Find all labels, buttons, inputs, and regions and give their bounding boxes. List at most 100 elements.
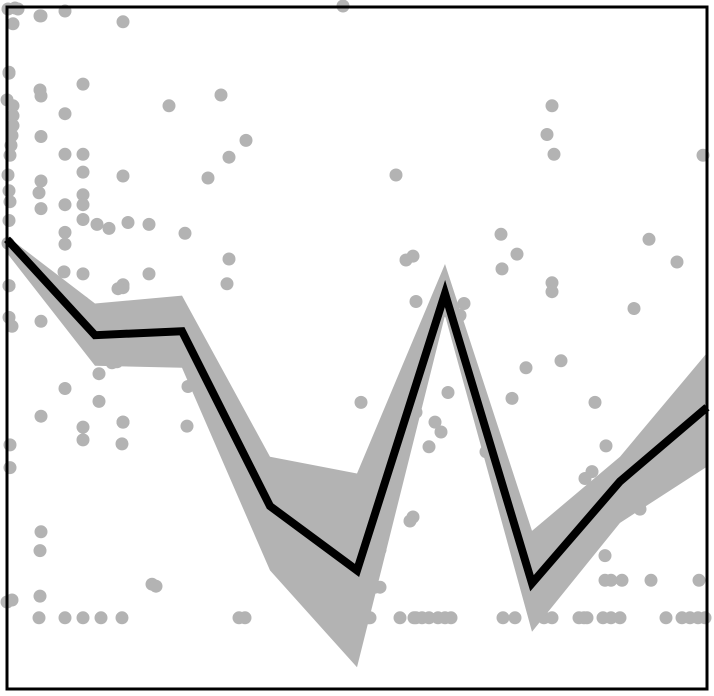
- scatter-point-59: [76, 433, 90, 447]
- scatter-point-74: [102, 221, 116, 235]
- scatter-point-56: [76, 267, 90, 281]
- scatter-point-7: [6, 99, 20, 113]
- scatter-point-53: [76, 188, 90, 202]
- confidence-band: [7, 236, 707, 668]
- scatter-point-127: [578, 472, 592, 485]
- scatter-point-3: [6, 17, 20, 31]
- scatter-point-16: [2, 214, 16, 227]
- scatter-point-169: [598, 549, 612, 563]
- scatter-point-121: [545, 276, 559, 290]
- scatter-point-9: [6, 119, 20, 133]
- scatter-point-170: [403, 514, 417, 528]
- scatter-point-157: [659, 611, 673, 625]
- scatter-point-123: [554, 354, 568, 368]
- scatter-point-78: [149, 579, 163, 593]
- scatter-point-34: [34, 314, 48, 328]
- scatter-point-62: [116, 15, 130, 29]
- scatter-point-124: [588, 395, 602, 409]
- scatter-point-69: [115, 437, 129, 451]
- scatter-point-51: [76, 147, 90, 161]
- scatter-point-42: [58, 147, 72, 161]
- scatter-point-103: [409, 295, 423, 308]
- scatter-point-117: [519, 361, 533, 375]
- scatter-point-155: [604, 611, 618, 625]
- scatter-point-60: [76, 611, 90, 625]
- scatter-point-97: [354, 395, 368, 409]
- scatter-point-54: [76, 198, 90, 212]
- scatter-point-111: [428, 415, 442, 429]
- scatter-point-2: [11, 2, 25, 16]
- scatter-point-93: [92, 367, 106, 381]
- scatter-point-156: [613, 611, 627, 625]
- scatter-point-49: [58, 611, 72, 625]
- scatter-point-22: [3, 438, 17, 452]
- scatter-point-82: [180, 419, 194, 433]
- scatter-point-150: [545, 611, 559, 625]
- scatter-point-32: [32, 186, 46, 200]
- scatter-point-47: [57, 265, 71, 279]
- scatter-point-114: [495, 262, 509, 276]
- scatter-point-168: [598, 573, 612, 587]
- scatter-point-27: [33, 9, 47, 23]
- scatter-point-33: [34, 202, 48, 216]
- scatter-point-148: [508, 611, 522, 625]
- scatter-point-92: [92, 394, 106, 408]
- scatter-point-89: [232, 611, 246, 625]
- scatter-point-70: [115, 611, 129, 625]
- scatter-point-50: [76, 77, 90, 91]
- scatter-point-94: [90, 217, 104, 231]
- scatter-point-73: [121, 216, 135, 229]
- scatter-point-29: [34, 89, 48, 103]
- scatter-point-76: [142, 267, 156, 281]
- scatter-point-31: [34, 174, 48, 188]
- scatter-point-139: [393, 611, 407, 625]
- scatter-point-113: [494, 227, 508, 241]
- scatter-point-45: [58, 237, 72, 251]
- confidence-band-group: [7, 236, 707, 668]
- scatter-point-41: [58, 107, 72, 121]
- scatter-point-146: [444, 611, 458, 625]
- scatter-point-5: [2, 66, 16, 80]
- scatter-point-131: [670, 255, 684, 269]
- scatter-point-100: [389, 168, 403, 182]
- scatter-point-108: [457, 297, 471, 310]
- scatter-point-122: [545, 285, 559, 299]
- scatter-point-63: [116, 169, 130, 183]
- plot-frame: [5, 5, 709, 691]
- scatter-point-36: [34, 525, 48, 539]
- scatter-point-68: [116, 415, 130, 429]
- scatter-point-87: [239, 133, 253, 147]
- scatter-point-79: [162, 99, 176, 113]
- scatter-point-116: [505, 391, 519, 405]
- scatter-point-83: [201, 171, 215, 185]
- scatter-point-95: [220, 277, 234, 291]
- scatter-point-48: [58, 382, 72, 395]
- scatter-point-147: [496, 611, 510, 625]
- scatter-point-102: [406, 249, 420, 263]
- scatter-point-52: [76, 165, 90, 179]
- scatter-point-8: [6, 109, 20, 123]
- scatter-point-130: [642, 232, 656, 246]
- scatter-point-71: [111, 282, 125, 296]
- scatter-point-153: [580, 611, 594, 625]
- scatter-point-120: [547, 147, 561, 161]
- trend-line: [4, 236, 710, 592]
- scatter-point-12: [3, 148, 17, 162]
- trend-line-group: [4, 236, 710, 592]
- scatter-point-80: [178, 226, 192, 240]
- scatter-point-166: [644, 573, 658, 587]
- scatter-point-143: [422, 611, 436, 625]
- scatter-point-118: [545, 99, 559, 113]
- scatter-point-165: [615, 573, 629, 587]
- scatter-point-21: [5, 319, 19, 333]
- scatter-point-39: [32, 611, 46, 625]
- scatter-point-129: [627, 302, 641, 315]
- scatter-point-167: [692, 573, 706, 587]
- scatter-point-84: [214, 88, 228, 102]
- scatter-point-112: [441, 386, 455, 399]
- scatter-point-10: [5, 129, 19, 142]
- scatter-point-43: [58, 198, 72, 212]
- scatter-point-106: [422, 440, 436, 454]
- scatter-point-35: [34, 409, 48, 423]
